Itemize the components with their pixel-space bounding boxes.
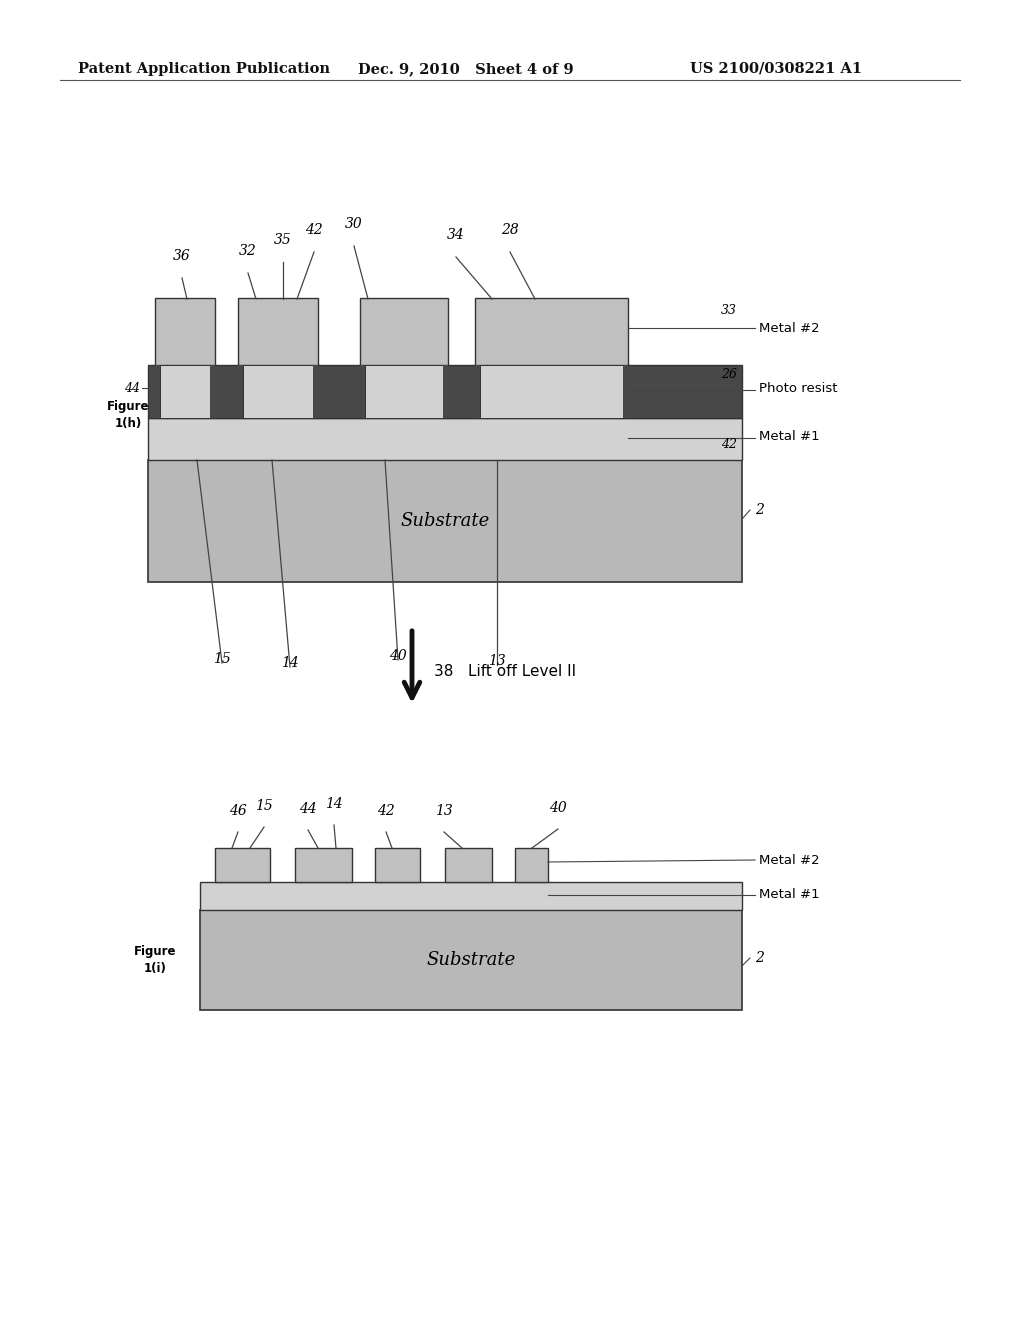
Bar bbox=[155, 298, 215, 366]
Bar bbox=[155, 366, 160, 418]
Bar bbox=[210, 366, 215, 418]
Text: 44: 44 bbox=[299, 803, 316, 816]
Text: Dec. 9, 2010   Sheet 4 of 9: Dec. 9, 2010 Sheet 4 of 9 bbox=[358, 62, 573, 77]
Bar bbox=[375, 847, 420, 882]
Text: Metal #2: Metal #2 bbox=[759, 322, 819, 334]
Text: 40: 40 bbox=[549, 801, 567, 814]
Bar bbox=[445, 847, 492, 882]
Bar bbox=[365, 366, 443, 418]
Text: 26: 26 bbox=[721, 368, 737, 381]
Text: 30: 30 bbox=[345, 216, 362, 231]
Text: 35: 35 bbox=[274, 234, 292, 247]
Text: 34: 34 bbox=[447, 228, 465, 242]
Bar bbox=[200, 882, 742, 909]
Text: Figure
1(i): Figure 1(i) bbox=[134, 945, 176, 975]
Text: Figure
1(h): Figure 1(h) bbox=[106, 400, 150, 430]
Text: 14: 14 bbox=[326, 797, 343, 810]
Text: 38   Lift off Level II: 38 Lift off Level II bbox=[434, 664, 577, 680]
Bar bbox=[148, 418, 742, 459]
Bar bbox=[200, 909, 742, 1010]
Text: Substrate: Substrate bbox=[400, 512, 489, 531]
Bar bbox=[295, 847, 352, 882]
Bar bbox=[360, 366, 365, 418]
Text: 15: 15 bbox=[213, 652, 230, 667]
Text: 36: 36 bbox=[173, 249, 190, 263]
Text: 13: 13 bbox=[488, 653, 506, 668]
Text: 32: 32 bbox=[240, 244, 257, 257]
Text: 15: 15 bbox=[255, 799, 272, 813]
Bar bbox=[148, 366, 742, 418]
Text: 2: 2 bbox=[755, 950, 764, 965]
Text: Patent Application Publication: Patent Application Publication bbox=[78, 62, 330, 77]
Bar bbox=[148, 459, 742, 582]
Bar bbox=[215, 847, 270, 882]
Text: 2: 2 bbox=[755, 503, 764, 517]
Text: 46: 46 bbox=[229, 804, 247, 818]
Bar bbox=[238, 298, 318, 366]
Text: 33: 33 bbox=[721, 304, 737, 317]
Bar bbox=[515, 847, 548, 882]
Text: 42: 42 bbox=[377, 804, 395, 818]
Bar bbox=[475, 366, 480, 418]
Bar bbox=[360, 298, 449, 366]
Text: 13: 13 bbox=[435, 804, 453, 818]
Bar bbox=[238, 366, 243, 418]
Bar bbox=[480, 366, 623, 418]
Text: Substrate: Substrate bbox=[426, 950, 516, 969]
Bar bbox=[160, 366, 210, 418]
Text: US 2100/0308221 A1: US 2100/0308221 A1 bbox=[690, 62, 862, 77]
Text: 42: 42 bbox=[305, 223, 323, 238]
Text: 14: 14 bbox=[282, 656, 299, 671]
Text: Metal #1: Metal #1 bbox=[759, 430, 819, 444]
Text: 28: 28 bbox=[501, 223, 519, 238]
Text: Metal #1: Metal #1 bbox=[759, 888, 819, 902]
Bar bbox=[443, 366, 449, 418]
Text: 44: 44 bbox=[124, 381, 140, 395]
Text: 42: 42 bbox=[721, 438, 737, 451]
Bar bbox=[243, 366, 313, 418]
Bar bbox=[623, 366, 628, 418]
Bar bbox=[475, 298, 628, 366]
Text: 40: 40 bbox=[389, 649, 407, 663]
Bar bbox=[313, 366, 318, 418]
Text: Photo resist: Photo resist bbox=[759, 381, 838, 395]
Text: Metal #2: Metal #2 bbox=[759, 854, 819, 866]
